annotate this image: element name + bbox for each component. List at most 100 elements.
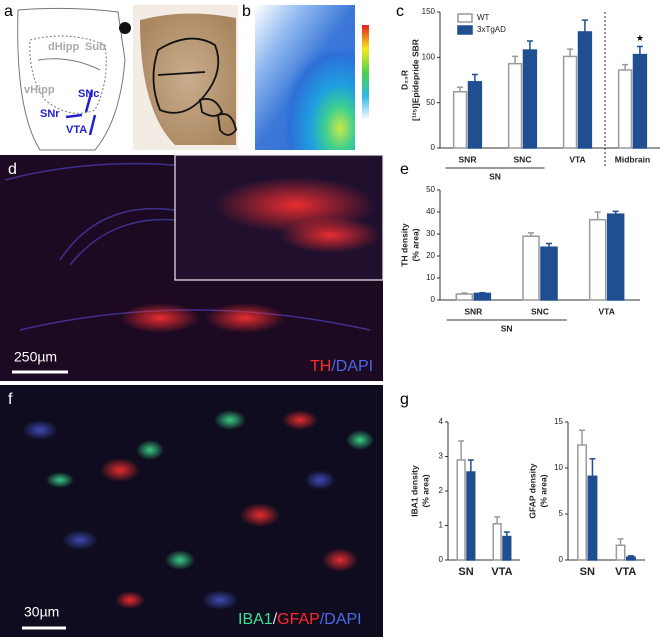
stain: IBA1 bbox=[238, 611, 273, 628]
error-bar bbox=[612, 210, 619, 215]
y-tick-label: 50 bbox=[426, 98, 435, 107]
stain-label: TH/DAPI bbox=[310, 358, 373, 375]
x-tick-label: Midbrain bbox=[615, 154, 650, 164]
y-axis-label: (% area) bbox=[410, 228, 420, 261]
legend-swatch bbox=[457, 25, 473, 35]
error-bar bbox=[526, 40, 533, 51]
x-tick-label: SNR bbox=[464, 306, 482, 316]
y-tick-label: 0 bbox=[431, 295, 436, 304]
y-tick-label: 0 bbox=[431, 143, 436, 152]
bar bbox=[502, 535, 512, 561]
y-tick-label: 1 bbox=[439, 521, 444, 530]
x-tick-label: SN bbox=[458, 566, 473, 578]
bar bbox=[522, 235, 540, 301]
error-bar bbox=[627, 555, 634, 558]
bar bbox=[617, 69, 633, 149]
atlas-label: SNc bbox=[78, 88, 99, 100]
th-signal bbox=[280, 217, 380, 253]
y-tick-label: 20 bbox=[426, 251, 435, 260]
legend-swatch bbox=[457, 13, 473, 23]
group-label: SN bbox=[501, 323, 513, 333]
y-tick-label: 4 bbox=[439, 417, 444, 426]
x-tick-label: VTA bbox=[569, 154, 585, 164]
y-tick-label: 30 bbox=[426, 229, 435, 238]
error-bar bbox=[471, 73, 478, 82]
atlas-drawing bbox=[17, 7, 131, 151]
y-tick-label: 10 bbox=[554, 463, 563, 472]
bar bbox=[606, 213, 625, 301]
y-tick-label: 150 bbox=[422, 7, 436, 16]
panel-label: g bbox=[400, 391, 409, 408]
error-bar bbox=[503, 531, 510, 537]
stain: / bbox=[273, 611, 278, 628]
x-tick-label: SNR bbox=[459, 154, 477, 164]
bar bbox=[632, 53, 648, 149]
group-label: SN bbox=[489, 171, 501, 181]
bar bbox=[507, 62, 523, 149]
error-bar bbox=[567, 48, 574, 57]
legend-label: 3xTgAD bbox=[477, 25, 506, 34]
panel-label: c bbox=[396, 3, 404, 20]
error-bar bbox=[494, 516, 501, 524]
y-axis-label: (% area) bbox=[538, 474, 548, 507]
bar bbox=[522, 49, 538, 149]
panel-label: b bbox=[242, 3, 251, 20]
y-axis-label: D₂₃R bbox=[399, 70, 409, 90]
y-tick-label: 40 bbox=[426, 207, 435, 216]
bar bbox=[540, 246, 558, 301]
error-bar bbox=[636, 45, 643, 55]
x-tick-label: SN bbox=[580, 566, 595, 578]
x-tick-label: VTA bbox=[598, 306, 614, 316]
y-axis-label: [¹²⁵I]Epidepride SBR bbox=[410, 39, 420, 121]
x-tick-label: SNC bbox=[531, 306, 549, 316]
tissue-outlines bbox=[152, 37, 237, 136]
panel-label: e bbox=[400, 161, 409, 178]
error-bar bbox=[528, 232, 534, 237]
y-tick-label: 5 bbox=[559, 509, 564, 518]
bar bbox=[466, 471, 476, 561]
atlas-label: dHipp bbox=[48, 41, 79, 53]
y-tick-label: 0 bbox=[559, 555, 564, 564]
th-signal bbox=[205, 303, 285, 333]
y-tick-label: 10 bbox=[426, 273, 435, 282]
atlas-label: vHipp bbox=[24, 84, 55, 96]
bar bbox=[588, 218, 607, 301]
colorbar bbox=[362, 25, 369, 120]
panel-label: a bbox=[4, 3, 13, 20]
legend-label: WT bbox=[477, 13, 490, 22]
panel-label: f bbox=[8, 391, 13, 408]
atlas-label: VTA bbox=[66, 124, 87, 136]
stain-label: IBA1/GFAP/DAPI bbox=[238, 611, 362, 628]
stain: /DAPI bbox=[331, 358, 373, 375]
atlas-label: Sub bbox=[85, 41, 106, 53]
bar bbox=[562, 55, 578, 149]
error-bar bbox=[512, 55, 519, 64]
panel-label: d bbox=[8, 161, 17, 178]
bar bbox=[577, 31, 593, 149]
th-signal bbox=[120, 303, 200, 333]
error-bar bbox=[579, 429, 586, 445]
bar bbox=[492, 523, 502, 561]
bar bbox=[452, 91, 468, 149]
error-bar bbox=[461, 292, 468, 295]
error-bar bbox=[581, 19, 588, 32]
x-tick-label: VTA bbox=[491, 566, 512, 578]
fluorescence-image bbox=[0, 385, 383, 637]
y-tick-label: 50 bbox=[426, 185, 435, 194]
atlas-label: SNr bbox=[40, 108, 60, 120]
error-bar bbox=[594, 211, 601, 220]
bar bbox=[615, 544, 626, 561]
cells bbox=[22, 410, 374, 610]
significance: ★ bbox=[636, 33, 644, 43]
scale-label: 30µm bbox=[24, 604, 59, 620]
error-bar bbox=[617, 538, 624, 546]
bar bbox=[626, 556, 636, 561]
y-tick-label: 0 bbox=[439, 555, 444, 564]
bar bbox=[587, 475, 598, 561]
bar bbox=[473, 292, 492, 301]
heatmap-hotspot bbox=[255, 5, 355, 150]
y-axis-label: IBA1 density bbox=[409, 465, 419, 517]
error-bar bbox=[457, 86, 464, 92]
y-tick-label: 3 bbox=[439, 452, 444, 461]
